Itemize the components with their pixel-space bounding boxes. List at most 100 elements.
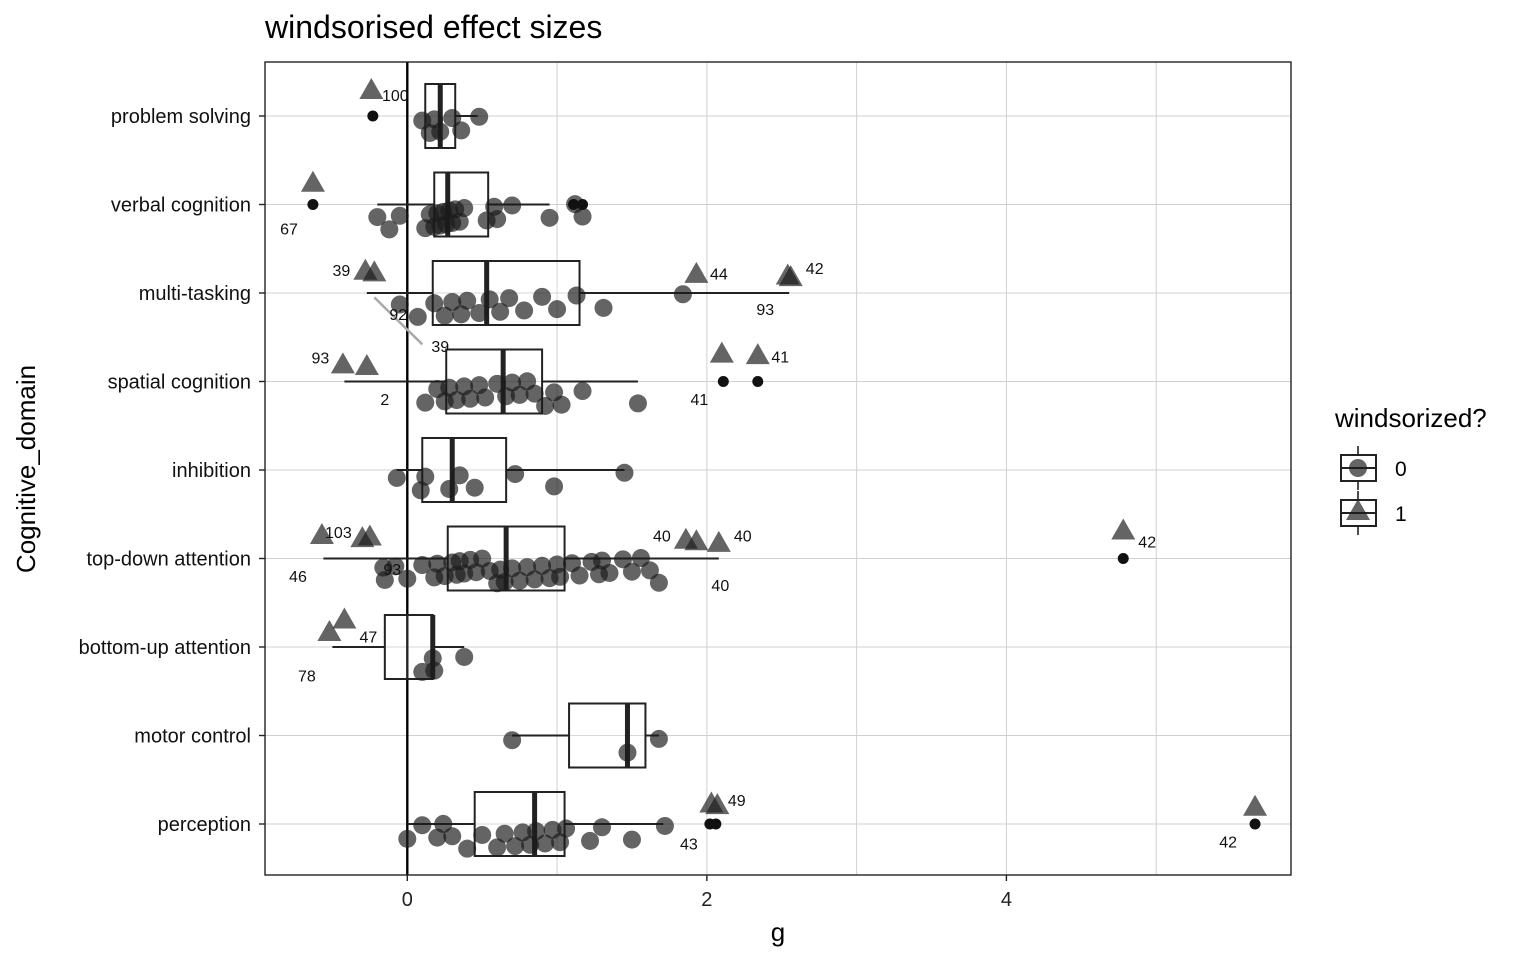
original-value-dot xyxy=(1117,553,1129,564)
data-point-windsorized-1 xyxy=(332,607,357,629)
point-id-label: 41 xyxy=(690,392,708,409)
data-point-windsorized-0 xyxy=(443,292,462,311)
data-point-windsorized-0 xyxy=(536,396,555,415)
data-point-windsorized-0 xyxy=(467,563,486,582)
data-point-windsorized-0 xyxy=(408,307,427,326)
data-point-windsorized-1 xyxy=(300,170,325,192)
data-point-windsorized-0 xyxy=(503,196,522,215)
tick-layer: 0 2 4 problem solving verbal cognition multi-… xyxy=(79,106,1012,911)
data-point-windsorized-1 xyxy=(705,793,730,815)
point-id-label: 39 xyxy=(431,339,449,356)
data-point-windsorized-0 xyxy=(470,304,489,323)
data-point-windsorized-0 xyxy=(536,834,555,853)
plot-panel-border xyxy=(264,61,1292,876)
y-axis-title: Cognitive_domain xyxy=(11,365,41,573)
original-value-dot xyxy=(752,376,764,387)
legend-entry-0: 0 xyxy=(1340,446,1407,490)
data-point-windsorized-0 xyxy=(431,122,450,141)
category-label: perception xyxy=(158,814,251,836)
category-label: motor control xyxy=(134,726,251,748)
legend: windsorized? 0 1 xyxy=(1334,403,1487,535)
point-id-label: 42 xyxy=(806,261,824,278)
chart-title: windsorised effect sizes xyxy=(264,9,602,45)
point-id-label: 44 xyxy=(710,267,728,284)
data-point-windsorized-0 xyxy=(488,374,507,393)
data-point-windsorized-0 xyxy=(465,478,484,497)
data-point-windsorized-0 xyxy=(551,833,570,852)
data-point-windsorized-0 xyxy=(613,550,632,569)
data-point-windsorized-0 xyxy=(567,286,586,305)
data-point-windsorized-0 xyxy=(570,566,589,585)
data-point-windsorized-1 xyxy=(317,619,342,641)
data-point-windsorized-0 xyxy=(425,294,444,313)
point-id-label: 42 xyxy=(1138,535,1156,552)
data-point-windsorized-0 xyxy=(413,556,432,575)
data-point-windsorized-0 xyxy=(594,298,613,317)
boxplot xyxy=(512,702,659,769)
point-id-label: 42 xyxy=(1219,835,1237,852)
data-point-windsorized-0 xyxy=(631,549,650,568)
data-point-windsorized-1 xyxy=(309,522,334,544)
data-point-windsorized-0 xyxy=(533,287,552,306)
data-point-windsorized-0 xyxy=(440,479,459,498)
data-point-windsorized-0 xyxy=(551,567,570,586)
data-point-windsorized-0 xyxy=(413,816,432,835)
data-point-windsorized-1 xyxy=(354,354,379,376)
point-id-label: 46 xyxy=(289,569,307,586)
data-point-windsorized-0 xyxy=(525,570,544,589)
point-id-label: 100 xyxy=(382,88,409,105)
data-point-windsorized-1 xyxy=(709,341,734,363)
legend-label: 1 xyxy=(1395,503,1407,526)
data-point-windsorized-0 xyxy=(649,573,668,592)
original-value-dot xyxy=(717,376,729,387)
data-point-windsorized-0 xyxy=(435,306,454,325)
data-point-windsorized-0 xyxy=(615,463,634,482)
data-point-windsorized-0 xyxy=(515,301,534,320)
point-id-label: 78 xyxy=(298,668,316,685)
data-point-windsorized-0 xyxy=(447,391,466,410)
data-point-windsorized-0 xyxy=(491,302,510,321)
data-point-windsorized-1 xyxy=(745,343,770,365)
data-point-windsorized-0 xyxy=(461,389,480,408)
point-id-label: 92 xyxy=(389,307,407,324)
point-id-label: 43 xyxy=(680,836,698,853)
category-label: top-down attention xyxy=(86,549,251,571)
data-point-windsorized-0 xyxy=(398,569,417,588)
data-point-windsorized-0 xyxy=(581,831,600,850)
original-value-dot xyxy=(710,818,722,830)
category-label: multi-tasking xyxy=(139,283,251,305)
data-point-windsorized-0 xyxy=(450,212,469,231)
data-point-windsorized-0 xyxy=(473,825,492,844)
data-point-windsorized-0 xyxy=(573,382,592,401)
data-point-windsorized-0 xyxy=(545,477,564,496)
annotation-layer: 100 67 39 44 42 93 92 39 93 41 2 41 103 40 40 42 46 93 40 4… xyxy=(280,88,1237,854)
data-point-windsorized-0 xyxy=(506,837,525,856)
data-point-windsorized-0 xyxy=(390,295,409,314)
data-point-windsorized-0 xyxy=(640,561,659,580)
legend-circle-marker xyxy=(1349,459,1367,477)
data-point-windsorized-1 xyxy=(359,78,384,100)
data-point-windsorized-1 xyxy=(706,530,731,552)
data-point-windsorized-0 xyxy=(470,107,489,126)
data-point-windsorized-0 xyxy=(380,220,399,239)
original-value-dot xyxy=(568,199,580,210)
data-point-windsorized-0 xyxy=(398,829,417,848)
point-id-label: 93 xyxy=(312,351,330,368)
data-point-windsorized-0 xyxy=(628,394,647,413)
original-value-dot xyxy=(367,110,379,122)
data-point-windsorized-0 xyxy=(390,206,409,225)
data-point-windsorized-0 xyxy=(455,647,474,666)
point-id-label: 40 xyxy=(711,578,729,595)
category-label: spatial cognition xyxy=(108,372,251,394)
data-point-windsorized-0 xyxy=(600,563,619,582)
point-id-label: 93 xyxy=(383,562,401,579)
data-point-windsorized-0 xyxy=(452,121,471,140)
point-id-label: 49 xyxy=(728,793,746,810)
category-label: problem solving xyxy=(111,106,251,128)
data-point-windsorized-0 xyxy=(425,661,444,680)
data-point-windsorized-0 xyxy=(495,824,514,843)
data-point-windsorized-0 xyxy=(521,835,540,854)
data-point-windsorized-0 xyxy=(573,207,592,226)
data-point-windsorized-0 xyxy=(458,291,477,310)
